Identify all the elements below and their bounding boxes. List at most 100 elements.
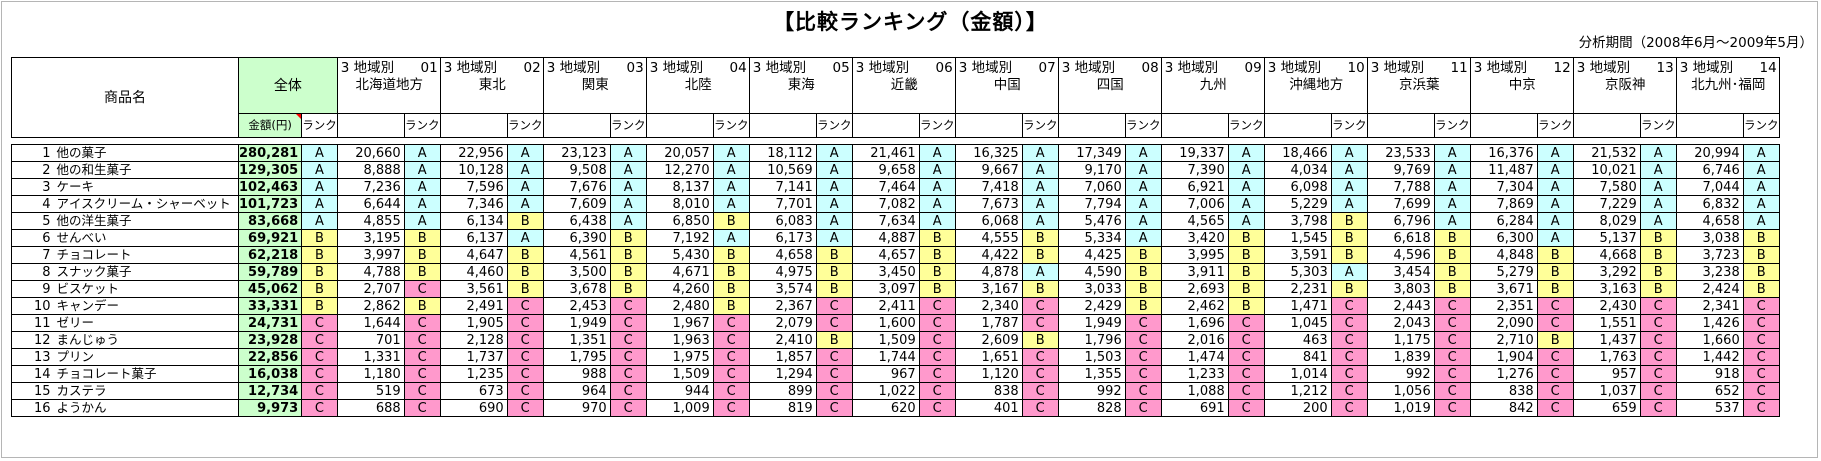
region-amount: 2,424 [1675,280,1744,298]
region-amount: 2,430 [1572,297,1641,315]
product-name: プリン [53,348,239,366]
total-rank: A [301,195,338,213]
region-rank: C [506,382,544,400]
region-rank: C [506,297,544,315]
region-amount: 3,167 [954,280,1023,298]
region-rank: C [403,280,441,298]
region-rank: C [1330,399,1368,417]
region-amount: 7,580 [1572,178,1641,196]
region-amount: 4,671 [645,263,714,281]
region-amount: 2,351 [1469,297,1538,315]
region-amount: 690 [439,399,508,417]
table-row: 10 キャンデー 33,331 B 2,862 B 2,491 C 2,453 C 2,480 B 2,… [11,297,1780,315]
total-rank: B [301,263,338,281]
region-rank: A [609,195,647,213]
region-prefix: 3 地域別 [340,60,395,76]
region-amount: 7,346 [439,195,508,213]
region-amount: 620 [851,399,920,417]
product-name: アイスクリーム・シャーベット [53,195,239,213]
total-amount: 22,856 [237,348,303,366]
region-amount: 842 [1469,399,1538,417]
region-amount: 463 [1263,331,1332,349]
region-prefix: 3 地域別 [546,60,601,76]
region-rank: A [1330,263,1368,281]
region-rank: B [1536,331,1574,349]
region-rank: B [1433,229,1471,247]
region-amount: 2,410 [748,331,817,349]
region-header: 3 地域別 01 北海道地方 [336,57,441,114]
region-rank: B [1124,263,1162,281]
region-amount: 4,657 [851,246,920,264]
region-rank: A [403,144,441,162]
region-rank: C [918,314,956,332]
region-amount: 970 [542,399,611,417]
region-rank: C [1433,348,1471,366]
region-rank-header: ランク [712,113,750,138]
region-amount: 6,850 [645,212,714,230]
product-name: ビスケット [53,280,239,298]
region-code: 08 [1141,60,1159,76]
region-amount: 4,887 [851,229,920,247]
region-rank: A [815,161,853,179]
region-amount: 652 [1675,382,1744,400]
region-rank: B [1124,297,1162,315]
region-code-line: 3 地域別 05 [753,60,850,77]
region-rank: A [1536,229,1574,247]
region-amount: 7,236 [336,178,405,196]
product-name: 他の菓子 [53,144,239,162]
region-amount: 1,294 [748,365,817,383]
row-number: 6 [11,229,54,247]
region-rank: C [1330,365,1368,383]
region-amount: 7,229 [1572,195,1641,213]
region-rank: C [1536,314,1574,332]
region-rank: B [403,246,441,264]
region-amount: 4,878 [954,263,1023,281]
region-amount-header [1675,113,1744,138]
region-rank-header: ランク [506,113,544,138]
region-rank: C [403,365,441,383]
region-amount: 1,967 [645,314,714,332]
region-rank: C [1330,314,1368,332]
table-row: 7 チョコレート 62,218 B 3,997 B 4,647 B 4,561 B 5,430 B 4,… [11,246,1780,264]
region-rank: C [403,331,441,349]
region-rank: B [1433,246,1471,264]
region-rank: A [1124,195,1162,213]
region-rank: C [1227,348,1265,366]
region-rank: C [1021,348,1059,366]
region-rank: C [1742,297,1780,315]
region-rank: C [1742,348,1780,366]
region-amount: 2,043 [1366,314,1435,332]
region-amount: 9,170 [1057,161,1126,179]
region-rank: A [506,161,544,179]
region-rank: A [1124,212,1162,230]
region-code-line: 3 地域別 12 [1474,60,1571,77]
region-rank: A [815,229,853,247]
region-rank: C [1639,382,1677,400]
region-amount: 4,658 [748,246,817,264]
region-amount: 1,009 [645,399,714,417]
region-rank: B [506,263,544,281]
region-rank: B [712,280,750,298]
region-rank: A [815,195,853,213]
region-name: 北陸 [684,77,712,93]
region-amount: 6,137 [439,229,508,247]
row-number: 10 [11,297,54,315]
region-amount: 7,596 [439,178,508,196]
region-amount-header [542,113,611,138]
region-rank: C [1536,399,1574,417]
region-rank: A [1124,144,1162,162]
region-amount: 6,173 [748,229,817,247]
region-amount-header [439,113,508,138]
region-rank: B [1639,280,1677,298]
analysis-period: 分析期間（2008年6月〜2009年5月） [1578,35,1813,51]
region-amount: 20,057 [645,144,714,162]
region-rank: B [815,263,853,281]
region-amount: 4,596 [1366,246,1435,264]
region-amount: 1,437 [1572,331,1641,349]
region-amount: 7,044 [1675,178,1744,196]
total-rank: A [301,144,338,162]
total-rank: A [301,178,338,196]
region-rank: A [1124,161,1162,179]
table-row: 5 他の洋生菓子 83,668 A 4,855 A 6,134 B 6,438 A 6,850 B 6,… [11,212,1780,230]
region-rank-header: ランク [815,113,853,138]
